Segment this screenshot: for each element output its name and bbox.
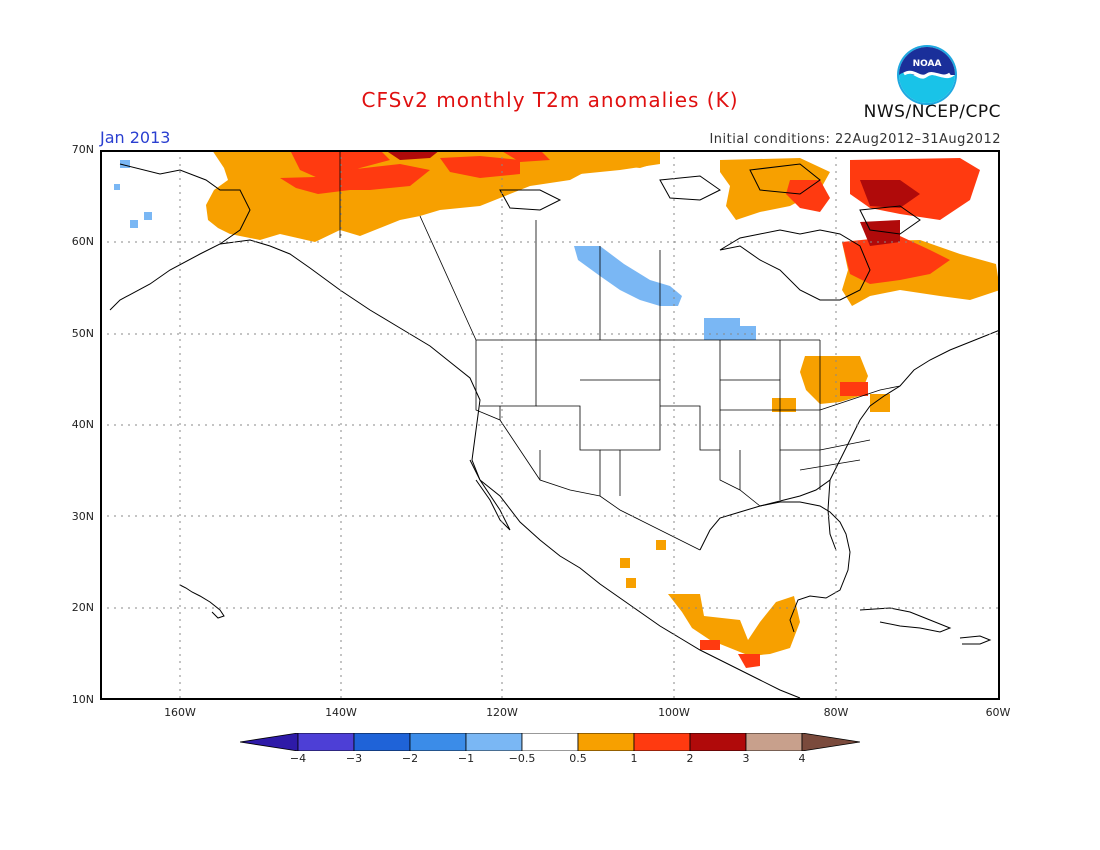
lon-label: 160W — [164, 706, 196, 719]
cb-swatch — [633, 733, 691, 751]
colorbar-label: 3 — [742, 752, 750, 765]
cb-swatch — [465, 733, 523, 751]
initial-conditions: Initial conditions: 22Aug2012–31Aug2012 — [709, 132, 1001, 147]
cb-swatch — [297, 733, 355, 751]
colorbar-label: −4 — [289, 752, 307, 765]
central-canada-cool — [574, 246, 682, 306]
colorbar-label: −0.5 — [508, 752, 536, 765]
colorbar-label: −1 — [457, 752, 475, 765]
lat-label: 40N — [71, 418, 94, 431]
cb-swatch — [409, 733, 467, 751]
colorbar-label: 4 — [798, 752, 806, 765]
colorbar-label: 1 — [630, 752, 638, 765]
cb-swatch — [689, 733, 747, 751]
color-scale-bar — [240, 733, 860, 751]
lat-label: 50N — [71, 327, 94, 340]
graticule — [100, 150, 1000, 700]
lat-label: 30N — [71, 510, 94, 523]
forecast-period: Jan 2013 — [100, 128, 171, 147]
cb-swatch — [240, 733, 299, 751]
colorbar-label: 0.5 — [569, 752, 587, 765]
cb-swatch — [801, 733, 860, 751]
colorbar-label: 2 — [686, 752, 694, 765]
anomaly-map — [100, 150, 1000, 700]
lat-label: 70N — [71, 143, 94, 156]
colorbar-label: −2 — [401, 752, 419, 765]
logo-text: NOAA — [913, 59, 942, 69]
lon-label: 120W — [486, 706, 518, 719]
cb-swatch — [521, 733, 579, 751]
lon-label: 60W — [985, 706, 1011, 719]
coastlines — [109, 163, 1000, 699]
lat-label: 60N — [71, 235, 94, 248]
cb-swatch — [745, 733, 803, 751]
agency-label: NWS/NCEP/CPC — [863, 102, 1001, 122]
mexico-central-america-warm — [668, 594, 800, 656]
state-borders — [339, 150, 901, 551]
colorbar-label: −3 — [345, 752, 363, 765]
cb-swatch — [577, 733, 635, 751]
lon-label: 100W — [658, 706, 690, 719]
lat-label: 10N — [71, 693, 94, 706]
lon-label: 80W — [823, 706, 849, 719]
lon-label: 140W — [325, 706, 357, 719]
noaa-logo: NOAA — [897, 45, 957, 105]
lat-label: 20N — [71, 601, 94, 614]
cb-swatch — [353, 733, 411, 751]
map-title: CFSv2 monthly T2m anomalies (K) — [361, 88, 739, 112]
